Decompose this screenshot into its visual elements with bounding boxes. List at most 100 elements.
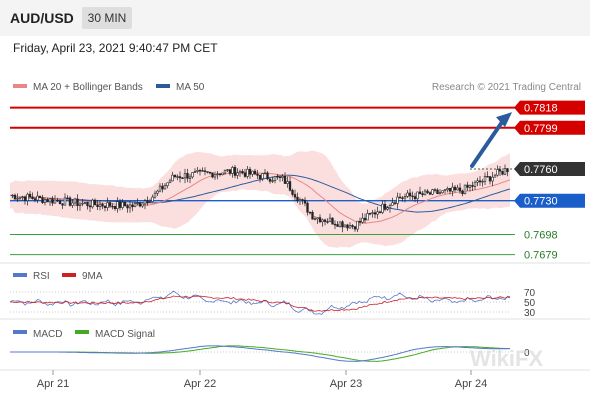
level-tag-1 (514, 120, 585, 135)
candle-body (48, 198, 52, 203)
candle-body (456, 187, 459, 191)
candle-body (246, 168, 249, 177)
candle-body (216, 173, 219, 175)
rsi-tick-70: 70 (524, 288, 536, 299)
candle-body (308, 211, 312, 214)
timeframe-button[interactable]: 30 MIN (82, 7, 132, 29)
rsi-ma-legend-label: 9MA (82, 271, 103, 282)
candle-body (423, 190, 427, 196)
candle-body (333, 223, 337, 226)
candle-body (226, 169, 229, 171)
candle-body (86, 202, 89, 207)
candle-body (181, 177, 184, 179)
candle-body (358, 220, 362, 223)
macd-legend-label: MACD (33, 329, 62, 340)
candle-body (128, 204, 132, 209)
ma50-legend-label: MA 50 (176, 82, 205, 93)
candle-body (158, 185, 162, 192)
candle-body (13, 194, 17, 200)
candle-body (463, 184, 467, 195)
candle-body (288, 181, 292, 191)
candle-body (38, 195, 42, 198)
candle-body (373, 212, 377, 215)
candle-body (301, 199, 304, 201)
candle-body (88, 205, 92, 208)
candle-body (231, 167, 234, 174)
candle-body (261, 173, 264, 180)
level-tag-3 (514, 193, 585, 208)
candle-body (336, 224, 339, 227)
candle-body (98, 203, 102, 207)
macd-legend-swatch (13, 330, 27, 334)
candle-body (338, 221, 342, 227)
candle-body (293, 194, 297, 198)
candle-body (416, 191, 419, 200)
candle-body (141, 203, 144, 207)
candle-body (323, 219, 327, 222)
candle-body (191, 172, 194, 178)
candle-body (18, 196, 22, 199)
candle-body (228, 169, 232, 174)
candle-body (458, 187, 462, 192)
candle-body (316, 217, 319, 220)
candle-body (91, 199, 94, 208)
candle-body (401, 197, 404, 199)
candle-body (346, 224, 349, 229)
candle-body (118, 201, 122, 208)
candle-body (268, 178, 272, 182)
macd-signal-legend-swatch (75, 330, 89, 334)
candle-body (156, 190, 159, 194)
candle-body (166, 182, 169, 186)
candle-body (196, 170, 199, 172)
candle-body (313, 218, 317, 220)
candle-body (81, 202, 84, 205)
candle-body (28, 193, 32, 198)
candle-body (486, 176, 489, 178)
candle-body (33, 198, 37, 201)
candle-body (453, 186, 457, 191)
candle-body (433, 189, 437, 191)
candle-body (396, 196, 399, 204)
level-label-0: 0.7818 (524, 103, 558, 115)
candle-body (193, 171, 197, 173)
candle-body (448, 188, 452, 192)
candle-body (321, 219, 324, 223)
forecast-arrow-head (496, 112, 512, 128)
candle-body (43, 199, 47, 203)
candle-body (491, 176, 494, 182)
candle-body (476, 180, 479, 183)
candle-body (281, 175, 284, 178)
candle-body (438, 192, 442, 195)
candle-body (233, 167, 237, 176)
candle-body (428, 192, 432, 195)
candle-body (446, 188, 449, 191)
candle-body (61, 203, 64, 206)
candle-body (348, 225, 352, 229)
candle-body (473, 181, 477, 187)
candle-body (303, 199, 307, 204)
candle-body (153, 192, 157, 198)
copyright-text: Research © 2021 Trading Central (432, 82, 581, 93)
candle-body (498, 169, 502, 172)
candle-body (481, 180, 484, 183)
candle-body (178, 176, 182, 179)
candle-body (413, 196, 417, 200)
candle-body (73, 198, 77, 204)
rsi-line (9, 290, 511, 315)
candle-body (383, 203, 387, 210)
candle-body (123, 201, 127, 207)
candle-body (271, 180, 274, 182)
candle-body (311, 211, 314, 220)
candle-body (386, 207, 389, 210)
candle-body (283, 175, 287, 184)
candle-body (376, 211, 379, 215)
candle-body (108, 202, 112, 207)
rsi-tick-30: 30 (524, 308, 536, 319)
level-label-4: 0.7698 (524, 230, 558, 242)
candle-body (273, 176, 277, 181)
candle-body (286, 181, 289, 184)
candle-body (76, 198, 79, 206)
candle-body (296, 196, 299, 202)
ma20-legend-label: MA 20 + Bollinger Bands (33, 82, 143, 93)
candle-body (331, 217, 334, 225)
